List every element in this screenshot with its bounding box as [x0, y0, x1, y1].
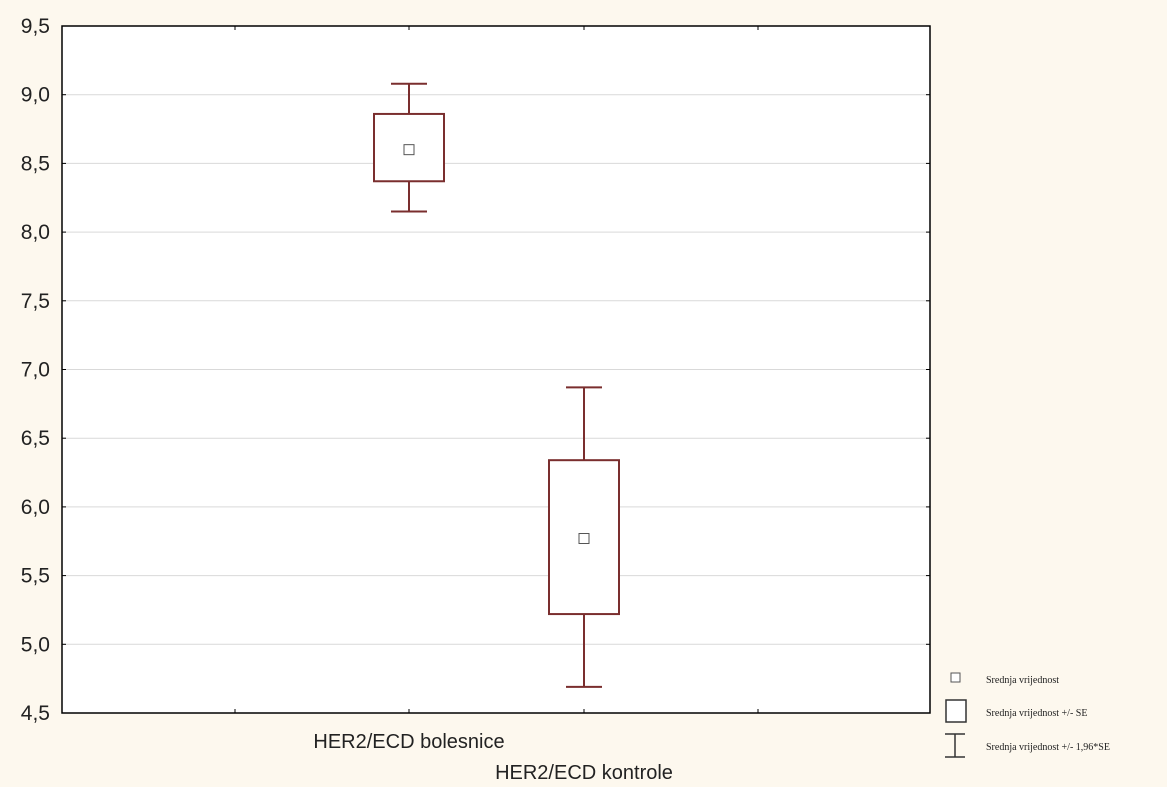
y-tick-label: 7,0 — [21, 359, 50, 382]
plot-frame — [61, 25, 931, 714]
legend-label-mean: Srednja vrijednost — [986, 675, 1059, 686]
box-group — [373, 82, 445, 213]
x-category-label: HER2/ECD kontrole — [495, 762, 673, 784]
legend-box-icon — [945, 699, 967, 723]
legend-label-ci: Srednja vrijednost +/- 1,96*SE — [986, 742, 1110, 753]
y-tick-label: 6,5 — [21, 427, 50, 450]
legend-mean-icon — [950, 672, 961, 683]
mean-marker — [578, 533, 590, 545]
y-tick-label: 6,0 — [21, 496, 50, 519]
legend-label-se: Srednja vrijednost +/- SE — [986, 708, 1087, 719]
box-marks — [373, 82, 620, 688]
grid-lines — [62, 94, 930, 645]
y-tick-label: 9,0 — [21, 84, 50, 107]
y-axis: 4,5 5,0 5,5 6,0 6,5 7,0 7,5 8,0 8,5 9,0 9,5 — [21, 15, 930, 725]
y-tick-label: 9,5 — [21, 15, 50, 38]
mean-marker — [403, 144, 415, 156]
x-category-label: HER2/ECD bolesnice — [313, 731, 504, 753]
y-tick-label: 8,0 — [21, 221, 50, 244]
y-tick-label: 4,5 — [21, 702, 50, 725]
y-tick-label: 8,5 — [21, 152, 50, 175]
x-axis: HER2/ECD bolesnice HER2/ECD kontrole — [234, 26, 759, 784]
y-tick-label: 5,5 — [21, 565, 50, 588]
box-group — [548, 386, 620, 688]
y-tick-label: 7,5 — [21, 290, 50, 313]
legend: Srednja vrijednost Srednja vrijednost +/-… — [945, 672, 1110, 758]
y-tick-label: 5,0 — [21, 633, 50, 656]
